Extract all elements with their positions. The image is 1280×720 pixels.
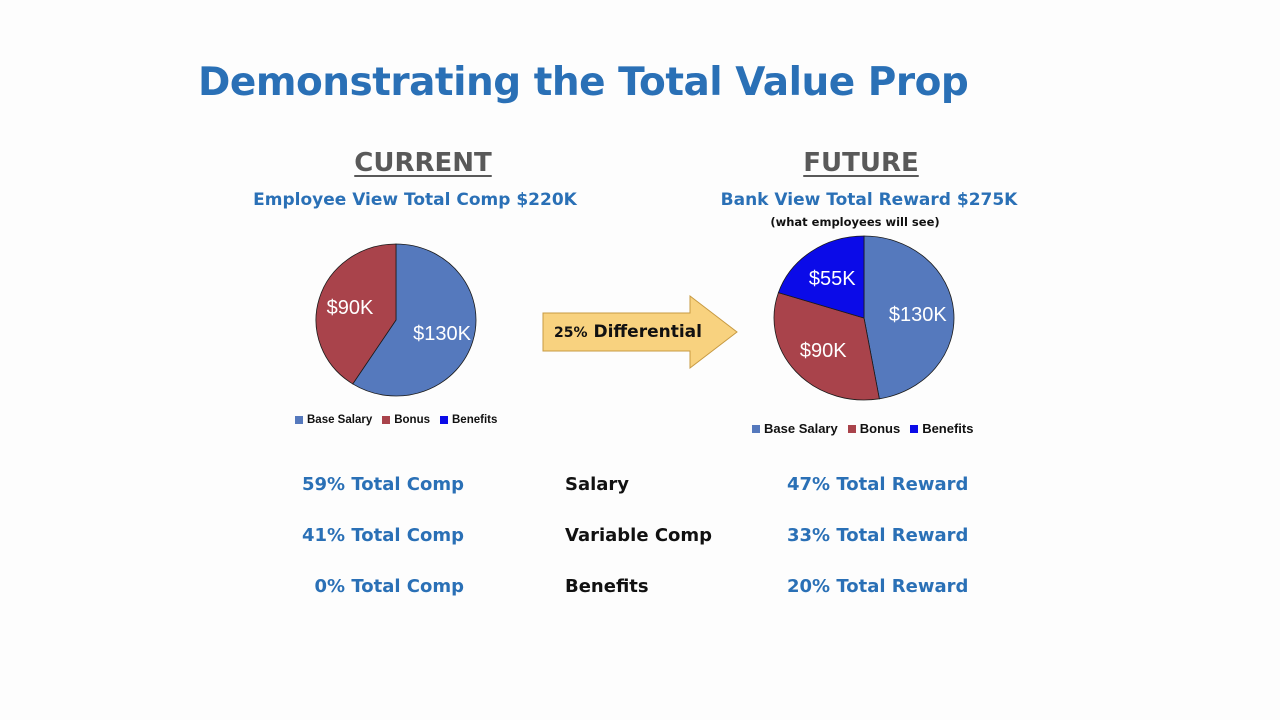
current-legend: Base Salary Bonus Benefits	[295, 414, 497, 426]
future-subtitle: Bank View Total Reward $275K	[720, 190, 1018, 210]
current-benefits-pct: 0% Total Comp	[314, 576, 464, 597]
legend-label-benefits: Benefits	[452, 414, 498, 426]
legend-label-bonus: Bonus	[394, 414, 430, 426]
pie-slice-bonus	[315, 243, 397, 385]
legend-swatch-benefits	[440, 416, 448, 424]
slide-title: Demonstrating the Total Value Prop	[198, 60, 969, 105]
pie-label-base-salary: $130K	[889, 304, 947, 326]
future-pie-chart: $130K $90K $55K	[773, 235, 955, 401]
category-salary: Salary	[565, 474, 630, 495]
legend-item-base-salary: Base Salary	[295, 414, 372, 426]
legend-swatch-base-salary	[295, 416, 303, 424]
legend-swatch-bonus	[847, 424, 856, 433]
legend-label-bonus: Bonus	[859, 421, 901, 436]
future-note: (what employees will see)	[770, 215, 940, 229]
arrow-label: 25% Differential	[548, 322, 708, 342]
pie-label-benefits: $55K	[809, 268, 856, 290]
pie-slice-base-salary	[352, 243, 477, 397]
legend-item-base-salary: Base Salary	[752, 421, 838, 436]
pie-slice-base-salary	[863, 235, 955, 400]
pie-slice-benefits	[777, 235, 865, 319]
pie-label-bonus: $90K	[800, 340, 847, 362]
current-heading: CURRENT	[354, 148, 492, 178]
pie-label-bonus: $90K	[327, 297, 374, 319]
legend-label-base-salary: Base Salary	[307, 414, 373, 426]
legend-swatch-benefits	[910, 424, 919, 433]
current-variable-pct: 41% Total Comp	[301, 525, 464, 546]
arrow-right-icon	[542, 294, 738, 370]
legend-swatch-bonus	[382, 416, 391, 424]
future-heading: FUTURE	[803, 148, 919, 178]
current-pie-chart: $130K $90K	[315, 243, 477, 397]
arrow-percent: 25%	[554, 325, 588, 341]
arrow-differential: Differential	[593, 322, 702, 342]
legend-item-benefits: Benefits	[910, 421, 973, 436]
future-benefits-pct: 20% Total Reward	[787, 576, 969, 597]
legend-swatch-base-salary	[752, 424, 760, 433]
legend-item-bonus: Bonus	[382, 414, 430, 426]
future-legend: Base Salary Bonus Benefits	[752, 421, 973, 436]
category-variable-comp: Variable Comp	[565, 525, 713, 546]
current-subtitle: Employee View Total Comp $220K	[253, 190, 577, 210]
current-salary-pct: 59% Total Comp	[301, 474, 464, 495]
pie-label-base-salary: $130K	[413, 323, 471, 345]
legend-item-bonus: Bonus	[847, 421, 901, 436]
future-variable-pct: 33% Total Reward	[787, 525, 969, 546]
future-salary-pct: 47% Total Reward	[787, 474, 969, 495]
legend-item-benefits: Benefits	[440, 414, 497, 426]
category-benefits: Benefits	[565, 576, 649, 597]
legend-label-base-salary: Base Salary	[764, 421, 838, 436]
legend-label-benefits: Benefits	[922, 421, 974, 436]
pie-slice-bonus	[773, 292, 880, 401]
